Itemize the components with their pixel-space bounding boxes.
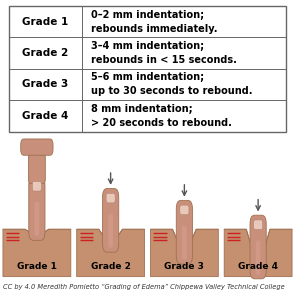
FancyBboxPatch shape: [106, 193, 115, 203]
Text: Grade 4: Grade 4: [238, 262, 278, 271]
FancyBboxPatch shape: [103, 189, 119, 252]
Text: Grade 1: Grade 1: [17, 262, 57, 271]
FancyBboxPatch shape: [108, 214, 113, 248]
FancyBboxPatch shape: [256, 240, 260, 274]
Text: CC by 4.0 Meredith Pomietto “Grading of Edema” Chippewa Valley Technical College: CC by 4.0 Meredith Pomietto “Grading of …: [3, 284, 285, 290]
Text: Grade 2: Grade 2: [22, 48, 69, 58]
Text: Grade 3: Grade 3: [22, 80, 69, 89]
FancyBboxPatch shape: [21, 139, 53, 155]
FancyBboxPatch shape: [35, 202, 39, 236]
FancyBboxPatch shape: [182, 225, 187, 260]
Text: 8 mm indentation;
> 20 seconds to rebound.: 8 mm indentation; > 20 seconds to reboun…: [91, 104, 232, 128]
Text: Grade 1: Grade 1: [22, 17, 69, 27]
FancyBboxPatch shape: [32, 181, 41, 191]
FancyBboxPatch shape: [180, 205, 189, 215]
Text: 0–2 mm indentation;
rebounds immediately.: 0–2 mm indentation; rebounds immediately…: [91, 10, 217, 34]
Polygon shape: [224, 229, 292, 277]
Polygon shape: [3, 229, 71, 277]
FancyBboxPatch shape: [250, 215, 266, 279]
Text: 5–6 mm indentation;
up to 30 seconds to rebound.: 5–6 mm indentation; up to 30 seconds to …: [91, 72, 252, 97]
FancyBboxPatch shape: [28, 151, 45, 183]
Polygon shape: [150, 229, 218, 277]
Text: Grade 2: Grade 2: [91, 262, 131, 271]
FancyBboxPatch shape: [29, 177, 45, 240]
FancyBboxPatch shape: [254, 220, 263, 230]
Polygon shape: [77, 229, 145, 277]
FancyBboxPatch shape: [176, 200, 192, 264]
Text: Grade 4: Grade 4: [22, 111, 69, 121]
Text: Grade 3: Grade 3: [164, 262, 204, 271]
Text: 3–4 mm indentation;
rebounds in < 15 seconds.: 3–4 mm indentation; rebounds in < 15 sec…: [91, 41, 237, 65]
